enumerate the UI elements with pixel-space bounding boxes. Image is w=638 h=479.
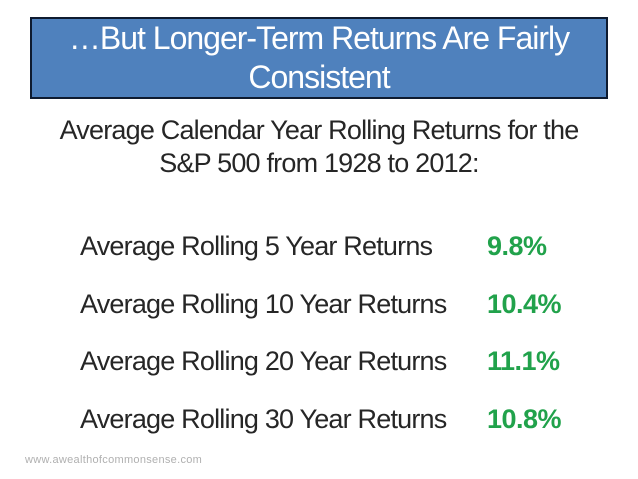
row-label: Average Rolling 5 Year Returns bbox=[80, 231, 433, 262]
row-value: 10.8% bbox=[487, 403, 562, 434]
table-row: Average Rolling 30 Year Returns 10.8% bbox=[80, 391, 618, 449]
row-value: 11.1% bbox=[487, 346, 560, 377]
returns-table: Average Rolling 5 Year Returns 9.8% Aver… bbox=[80, 218, 618, 448]
table-row: Average Rolling 10 Year Returns 10.4% bbox=[80, 276, 618, 334]
slide-subtitle: Average Calendar Year Rolling Returns fo… bbox=[59, 115, 580, 178]
row-label: Average Rolling 30 Year Returns bbox=[80, 403, 447, 434]
row-label: Average Rolling 20 Year Returns bbox=[80, 346, 447, 377]
footer-url: www.awealthofcommonsense.com bbox=[25, 454, 203, 466]
table-row: Average Rolling 20 Year Returns 11.1% bbox=[80, 333, 618, 391]
row-value: 10.4% bbox=[487, 288, 562, 319]
row-label: Average Rolling 10 Year Returns bbox=[80, 288, 447, 319]
title-banner: …But Longer-Term Returns Are Fairly Cons… bbox=[30, 17, 608, 99]
slide-title: …But Longer-Term Returns Are Fairly Cons… bbox=[68, 20, 570, 95]
row-value: 9.8% bbox=[487, 231, 547, 262]
table-row: Average Rolling 5 Year Returns 9.8% bbox=[80, 218, 618, 276]
